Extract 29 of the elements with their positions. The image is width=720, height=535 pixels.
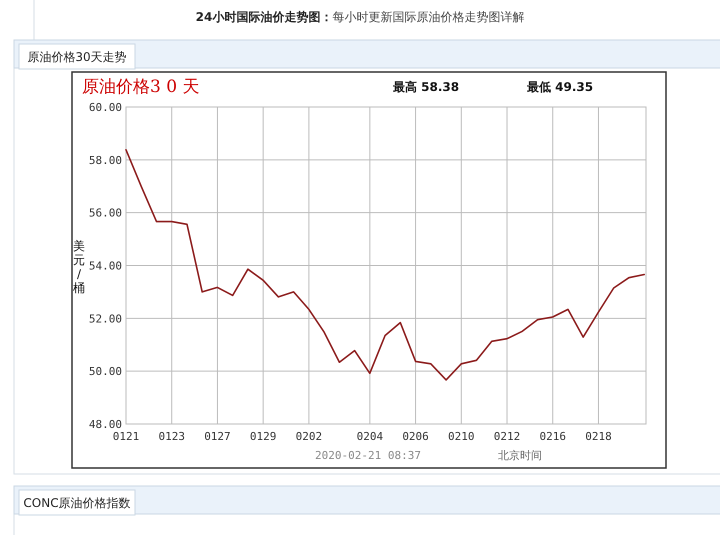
text: CONC原油价格指数 (23, 496, 131, 510)
y-tick-label: 50.00 (88, 365, 122, 378)
y-tick-label: 56.00 (88, 206, 122, 220)
x-tick-label: 0206 (402, 430, 429, 443)
y-tick-label: 48.00 (88, 418, 122, 431)
text: 最低 49.35 (526, 80, 594, 94)
line-series (125, 149, 645, 381)
x-tick-label: 0212 (494, 430, 520, 443)
text: 2020-02-21 08:37 (315, 449, 421, 462)
x-tick-label: 0123 (158, 430, 185, 443)
x-tick-label: 0127 (204, 430, 231, 443)
text: 每小时更新国际原油价格走势图详解 (332, 10, 524, 24)
text: 24小时国际油价走势图： (196, 10, 332, 24)
x-tick-label: 0202 (296, 430, 322, 443)
x-tick-label: 0129 (250, 430, 276, 443)
y-tick-label: 52.00 (88, 312, 122, 326)
chart-title: 原油价格3 0 天 (82, 77, 200, 97)
x-tick-label: 0218 (585, 430, 612, 443)
x-tick-label: 0216 (539, 430, 566, 443)
x-axis-title: 北京时间 (498, 449, 542, 462)
x-tick-label: 0121 (112, 430, 140, 443)
text: 最高 58.38 (392, 80, 460, 94)
y-tick-label: 54.00 (88, 260, 122, 272)
x-tick-label: 0210 (448, 430, 475, 443)
y-axis-title: 美元/桶 (73, 239, 85, 295)
y-tick-label: 58.00 (88, 154, 122, 167)
x-tick-label: 0204 (356, 430, 384, 443)
text: 原油价格30天走势 (27, 50, 127, 64)
y-tick-label: 60.00 (88, 101, 122, 114)
